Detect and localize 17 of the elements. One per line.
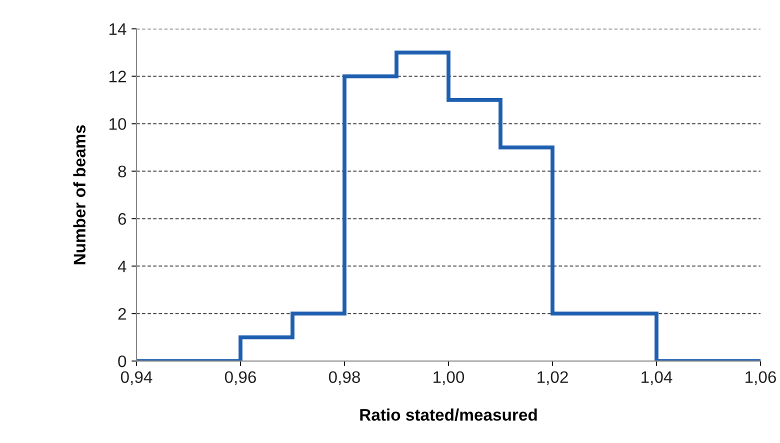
y-tick-label: 4 xyxy=(118,260,126,272)
y-tick-label: 14 xyxy=(110,23,126,35)
y-tick-label: 0 xyxy=(118,355,126,368)
y-tick-label: 6 xyxy=(118,213,126,225)
y-tick-label: 2 xyxy=(118,308,126,320)
x-tick-label: 1,02 xyxy=(538,371,568,385)
x-tick-label: 1,04 xyxy=(642,371,672,385)
x-tick-label: 0,94 xyxy=(120,371,152,385)
y-axis-title: Number of beams xyxy=(73,125,86,264)
y-tick-label: 10 xyxy=(110,118,126,130)
y-tick-label: 8 xyxy=(118,166,126,178)
x-axis-title: Ratio stated/measured xyxy=(360,408,537,421)
x-tick-label: 0,96 xyxy=(224,371,256,385)
x-tick-label: 0,98 xyxy=(328,371,360,385)
x-tick-label: 1,06 xyxy=(746,371,776,385)
y-tick-label: 12 xyxy=(110,70,126,82)
x-tick-label: 1,00 xyxy=(434,371,464,385)
